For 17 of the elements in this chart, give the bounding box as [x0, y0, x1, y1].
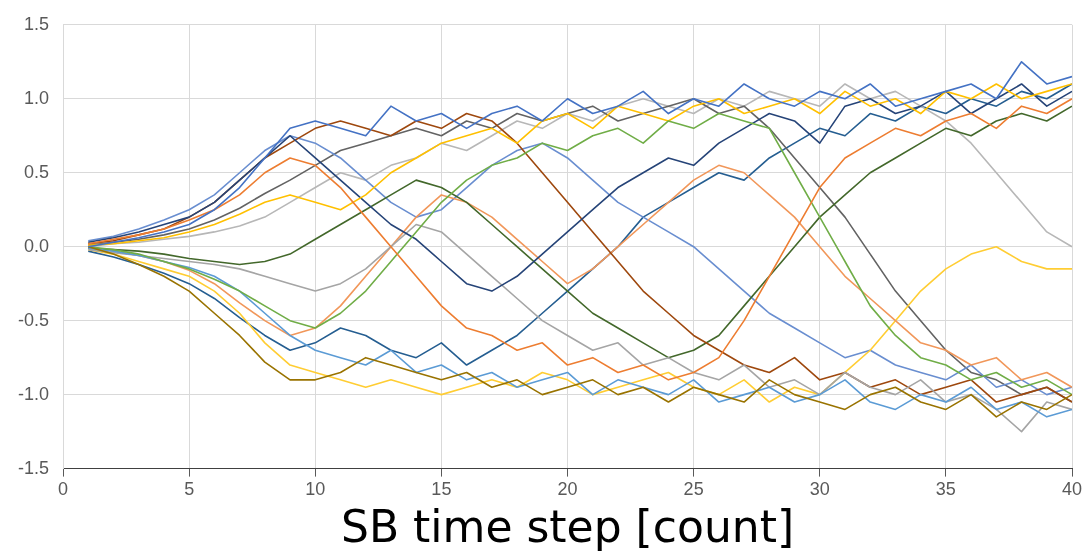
- x-axis-title: SB time step [count]: [340, 501, 795, 553]
- y-tick-label: 1.0: [23, 87, 50, 108]
- x-tick-label: 30: [809, 479, 830, 500]
- x-tick-label: 5: [184, 479, 195, 500]
- y-tick-label: 1.5: [23, 13, 50, 34]
- x-tick-label: 35: [935, 479, 956, 500]
- x-tick-label: 0: [58, 479, 69, 500]
- x-tick-label: 20: [557, 479, 578, 500]
- y-tick-label: -0.5: [17, 309, 50, 330]
- y-tick-label: -1.5: [17, 457, 50, 478]
- y-tick-label: 0.0: [23, 235, 50, 256]
- x-tick-label: 10: [305, 479, 326, 500]
- x-tick-label: 40: [1061, 479, 1083, 500]
- y-tick-label: 0.5: [23, 161, 50, 182]
- x-tick-label: 25: [683, 479, 704, 500]
- x-tick-label: 15: [431, 479, 452, 500]
- y-tick-label: -1.0: [17, 383, 50, 404]
